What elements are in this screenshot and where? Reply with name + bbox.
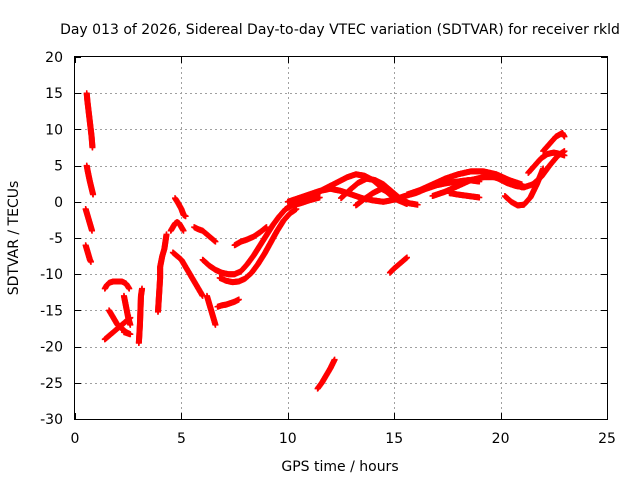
y-tick-label: -5 xyxy=(49,231,63,247)
y-tick-label: -25 xyxy=(40,376,63,392)
axis-ticks xyxy=(75,57,608,420)
y-tick-label: 0 xyxy=(54,195,63,211)
data-point xyxy=(163,231,170,238)
series-seg1 xyxy=(83,90,96,151)
y-tick-label: 10 xyxy=(45,122,63,138)
y-tick-label: -10 xyxy=(40,267,63,283)
data-point xyxy=(476,194,483,201)
series-seg6 xyxy=(101,278,133,292)
series-seg4 xyxy=(82,242,94,265)
data-point xyxy=(540,165,547,172)
chart-title: Day 013 of 2026, Sidereal Day-to-day VTE… xyxy=(60,22,620,38)
series-seg29 xyxy=(525,149,568,176)
data-point xyxy=(90,191,97,198)
data-point xyxy=(212,238,219,245)
data-point xyxy=(293,206,300,213)
data-point xyxy=(87,258,94,265)
x-tick-label: 5 xyxy=(177,431,186,447)
series-seg10 xyxy=(154,231,170,315)
series-seg13 xyxy=(169,249,206,299)
series-seg12 xyxy=(167,219,187,234)
series-seg26 xyxy=(446,190,483,201)
data-point xyxy=(126,285,133,292)
x-tick-label: 15 xyxy=(385,431,403,447)
x-tick-label: 20 xyxy=(492,431,510,447)
plot-frame xyxy=(74,56,608,420)
data-point xyxy=(180,227,187,234)
series-seg3 xyxy=(82,206,96,234)
data-point xyxy=(89,227,96,234)
series-seg2 xyxy=(83,162,97,198)
series-seg28 xyxy=(501,165,547,209)
x-tick-label: 10 xyxy=(279,431,297,447)
series-seg8 xyxy=(120,292,134,328)
series-seg15 xyxy=(203,292,219,328)
data-point xyxy=(331,356,338,363)
y-tick-label: 15 xyxy=(45,86,63,102)
series-seg31 xyxy=(314,356,338,392)
series-seg19 xyxy=(231,224,270,249)
y-tick-label: -20 xyxy=(40,340,63,356)
series-seg32 xyxy=(386,254,410,276)
data-point xyxy=(89,144,96,151)
data-point xyxy=(120,329,127,336)
data-point xyxy=(403,200,410,207)
series-seg7 xyxy=(106,307,134,338)
data-point xyxy=(212,321,219,328)
series-seg24 xyxy=(403,168,525,198)
y-tick-label: 20 xyxy=(45,50,63,66)
data-point xyxy=(316,194,323,201)
y-tick-label: 5 xyxy=(54,159,63,175)
data-point xyxy=(235,296,242,303)
series-seg14 xyxy=(191,224,219,245)
y-tick-label: -30 xyxy=(40,412,63,428)
series-seg17 xyxy=(199,194,323,278)
data-point xyxy=(403,254,410,261)
series-seg16 xyxy=(214,296,242,310)
data-point xyxy=(263,224,270,231)
data-point xyxy=(561,133,568,140)
x-axis-label: GPS time / hours xyxy=(281,459,398,475)
data-point xyxy=(414,201,421,208)
data-point xyxy=(127,321,134,328)
y-axis-tick-labels: -30 -25 -20 -15 -10 -5 0 5 10 15 20 xyxy=(40,50,63,428)
data-point xyxy=(139,285,146,292)
data-marks xyxy=(82,90,568,392)
grid xyxy=(75,57,607,419)
series-seg9 xyxy=(135,285,146,346)
y-tick-label: -15 xyxy=(40,303,63,319)
series-seg11 xyxy=(172,195,189,220)
x-tick-label: 25 xyxy=(598,431,616,447)
x-axis-tick-labels: 0 5 10 15 20 25 xyxy=(71,431,616,447)
series-seg18 xyxy=(216,206,300,286)
x-tick-label: 0 xyxy=(71,431,80,447)
series-seg23 xyxy=(352,185,410,209)
y-axis-label: SDTVAR / TECUs xyxy=(6,181,22,296)
data-point xyxy=(182,213,189,220)
data-point xyxy=(561,152,568,159)
series-seg30 xyxy=(540,130,568,155)
